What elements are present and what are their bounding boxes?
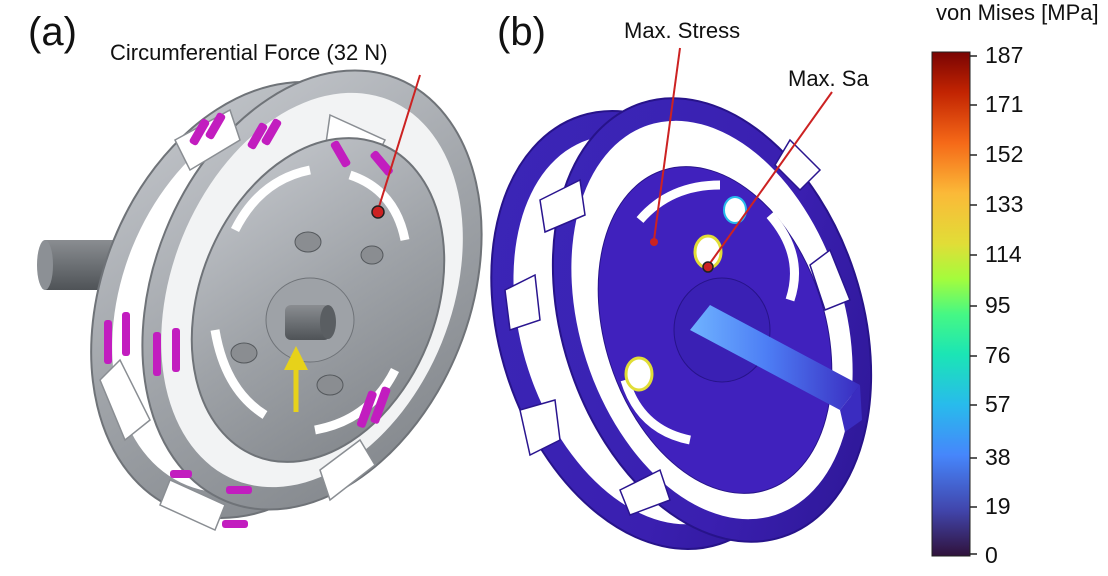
colorbar-tick: 187 bbox=[985, 42, 1024, 68]
colorbar-tick: 19 bbox=[985, 493, 1011, 519]
colorbar-title: von Mises [MPa] bbox=[936, 0, 1099, 25]
colorbar-tick-marks bbox=[970, 55, 977, 555]
fea-shaft bbox=[690, 305, 862, 432]
bolts bbox=[230, 231, 384, 396]
colorbar bbox=[931, 51, 977, 557]
colorbar-tick: 57 bbox=[985, 391, 1011, 417]
fea-curved-slots bbox=[620, 180, 799, 445]
colorbar-gradient bbox=[931, 51, 971, 557]
colorbar-tick: 38 bbox=[985, 444, 1011, 470]
max-sa-callout: Max. Sa bbox=[788, 66, 869, 91]
fea-holes bbox=[624, 196, 747, 392]
fea-rim-windows bbox=[504, 138, 851, 516]
colorbar-tick: 95 bbox=[985, 292, 1011, 318]
force-callout-pointer bbox=[371, 74, 421, 219]
load-arrow bbox=[284, 346, 308, 412]
force-markers bbox=[104, 112, 393, 528]
panel-a-label: (a) bbox=[28, 10, 77, 54]
colorbar-tick: 171 bbox=[985, 91, 1024, 117]
colorbar-tick: 152 bbox=[985, 141, 1024, 167]
fea-callout-pointers bbox=[650, 47, 833, 273]
colorbar-tick: 133 bbox=[985, 191, 1024, 217]
colorbar-tick: 0 bbox=[985, 542, 998, 568]
panel-a-assembly bbox=[37, 69, 483, 532]
front-shaft bbox=[285, 305, 330, 340]
colorbar-tick: 114 bbox=[985, 241, 1022, 267]
max-stress-callout: Max. Stress bbox=[624, 18, 741, 43]
circumferential-force-callout: Circumferential Force (32 N) bbox=[110, 40, 388, 65]
colorbar-tick: 76 bbox=[985, 342, 1011, 368]
panel-b-label: (b) bbox=[497, 10, 546, 54]
panel-b-fea-model bbox=[490, 47, 873, 550]
